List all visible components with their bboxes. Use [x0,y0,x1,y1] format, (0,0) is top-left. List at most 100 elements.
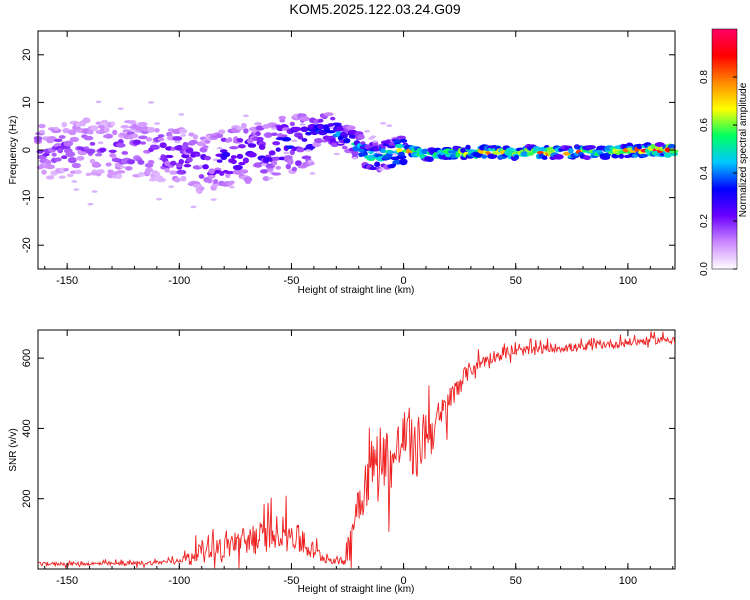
spectrogram-cell [207,174,216,179]
spectrogram-cell [230,155,237,159]
spectrogram-cell [639,153,648,158]
spectrogram-cell [125,166,133,171]
spectrogram-cell [63,167,69,172]
spectrogram-cell [198,174,205,179]
x-tick-label: -150 [56,275,78,287]
spectrogram-cell [506,147,515,151]
spectrogram-cell [89,158,96,164]
spectrogram-cell [150,144,160,150]
x-tick-label: -100 [168,275,190,287]
spectrogram-cell [148,101,155,104]
spectrogram-cell [119,165,126,169]
spectrogram-cell [218,129,226,135]
spectrogram-cell [91,190,98,193]
spectrogram-cell [39,129,46,134]
spectrogram-cell [271,156,281,161]
spectrogram-cell [216,146,223,150]
spectrogram-cell [214,169,221,174]
spectrogram-cell [178,159,185,165]
spectrogram-cell [51,152,57,157]
spectrogram-cell [487,153,498,159]
spectrogram-cell [367,154,375,160]
spectrogram-cell [553,153,564,160]
spectrogram-cell [157,134,165,138]
spectrogram-cell [399,159,408,166]
spectrogram-cell [156,197,163,201]
spectrogram-cell [237,144,246,149]
spectrogram-cell [255,131,261,137]
spectrogram-cell [188,132,195,137]
spectrogram-cell [316,123,325,130]
spectrogram-cell [295,160,302,167]
x-tick-label: 0 [401,575,407,587]
spectrogram-cell [204,155,211,161]
spectrogram-cell [242,157,250,164]
colorbar-ticks: 0.0 0.2 0.4 0.6 0.8 [699,70,737,276]
spectrogram-cell [94,153,103,157]
spectrogram-cell [101,119,109,125]
spectrogram-cell [330,116,336,121]
spectrogram-cell [341,134,348,139]
snr-x-axis-label: Height of straight line (km) [298,584,415,595]
spectrogram-cell [262,176,270,182]
spectrogram-cell [396,135,407,140]
spectrogram-cell [299,123,306,126]
spectrogram-cell [69,136,79,143]
spectrogram-cell [272,141,281,146]
spectrogram-cell [309,172,316,175]
spectrogram-cell [68,157,77,163]
spectrogram-cell [185,148,194,154]
spectrogram-cell [166,131,173,137]
spectrogram-cell [221,151,231,158]
spectrogram-cell [53,126,59,131]
spectrogram-cell [164,168,170,173]
spectrogram-cell [176,169,187,175]
spectrogram-cell [216,159,223,163]
spectrogram-cell [174,140,181,144]
spectrogram-cell [198,186,205,191]
spectrogram-cell [346,125,356,131]
spectrogram-cell [372,140,379,143]
spectrogram-cell [179,128,188,134]
spectrogram-cell [228,185,235,189]
spectrogram-cell [68,129,77,136]
spectrogram-cell [396,154,407,160]
spectrogram-cell [208,168,215,175]
spectrogram-cell [236,138,244,143]
spectrogram-cell [394,143,404,148]
spectrogram-cell [229,146,239,150]
spectrogram-cell [281,136,292,142]
spectrogram-cell [227,137,233,143]
spectrogram-cell [291,126,302,132]
spectrogram-x-ticks: -150 -100 -50 0 50 100 [44,31,674,287]
colorbar-tick-label: 0.2 [699,214,710,228]
spectrogram-cell [41,169,47,175]
y-tick-label: 600 [21,349,33,367]
spectrogram-cell [264,154,272,159]
spectrogram-cell [172,136,183,141]
spectrogram-cell [305,149,312,152]
spectrogram-cell [154,122,161,125]
spectrogram-cell [210,198,217,201]
colorbar-tick-label: 0.8 [699,70,710,84]
spectrogram-cell [380,122,387,125]
spectrogram-cell [232,164,243,171]
spectrogram-cell [61,155,68,160]
spectrogram-cell [654,142,665,147]
spectrogram-cell [117,107,124,111]
spectrogram-cell [289,121,295,127]
spectrogram-cell [275,165,282,170]
spectrogram-cell [96,169,105,174]
colorbar-tick-label: 0.0 [699,262,710,276]
spectrogram-cell [190,205,197,209]
spectrogram-cell [216,133,224,139]
spectrogram-cell [71,162,82,169]
spectrogram-cell [259,169,269,174]
spectrogram-cell [147,159,155,165]
snr-y-axis-label: SNR (v/v) [8,428,19,471]
spectrogram-cell [563,151,571,156]
spectrogram-cell [98,147,107,153]
spectrogram-cell [370,135,377,139]
